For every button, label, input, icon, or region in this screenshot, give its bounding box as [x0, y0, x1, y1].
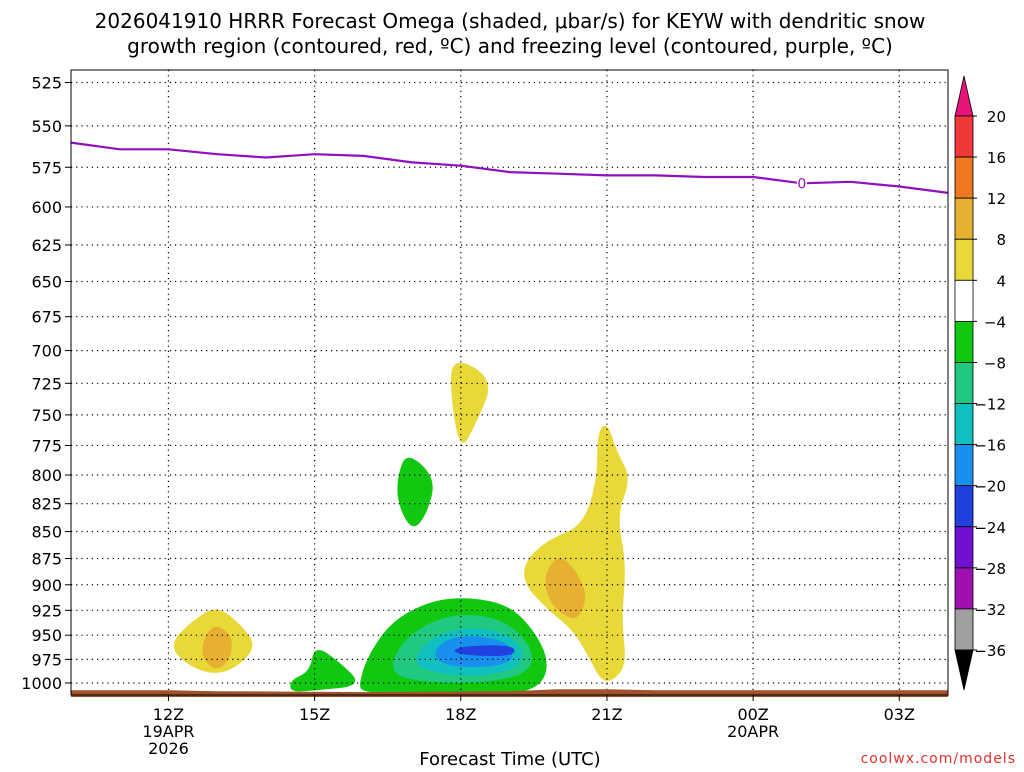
- colorbar-label-11: −28: [974, 560, 1006, 578]
- y-tick-label-725: 725: [31, 374, 62, 393]
- y-tick-label-975: 975: [31, 650, 62, 669]
- omega-region-3: [397, 457, 433, 527]
- colorbar-label-7: −12: [974, 396, 1006, 414]
- x-tick-label-18Z: 18Z: [445, 705, 476, 724]
- omega-shaded-regions: [173, 362, 628, 695]
- x-tick-date-00Z: 20APR: [727, 722, 779, 741]
- credit-text: coolwx.com/models: [861, 751, 1016, 767]
- x-tick-label-03Z: 03Z: [884, 705, 915, 724]
- colorbar-swatch-14: [954, 649, 974, 691]
- colorbar-label-2: 12: [987, 190, 1006, 208]
- colorbar-swatch-11: [954, 526, 974, 569]
- colorbar-swatch-1: [954, 115, 974, 158]
- y-tick-label-875: 875: [31, 550, 62, 569]
- freezing-level-label: 0: [797, 176, 806, 192]
- chart-title-line1: 2026041910 HRRR Forecast Omega (shaded, …: [95, 9, 926, 33]
- y-tick-label-800: 800: [31, 466, 62, 485]
- x-axis-label: Forecast Time (UTC): [419, 749, 600, 768]
- x-tick-year-12Z: 2026: [148, 739, 189, 758]
- colorbar-label-4: 4: [996, 272, 1006, 290]
- freezing-level-contour: 0: [70, 141, 949, 194]
- omega-region-4: [290, 649, 356, 692]
- omega-region-6: [545, 558, 586, 619]
- plot-frame: [70, 69, 949, 696]
- y-tick-label-525: 525: [31, 74, 62, 93]
- y-tick-label-950: 950: [31, 626, 62, 645]
- y-tick-label-550: 550: [31, 117, 62, 136]
- y-tick-label-700: 700: [31, 342, 62, 361]
- colorbar-swatch-4: [954, 238, 974, 281]
- y-tick-label-775: 775: [31, 436, 62, 455]
- y-tick-label-600: 600: [31, 198, 62, 217]
- colorbar-label-1: 16: [987, 149, 1006, 167]
- x-tick-date-12Z: 19APR: [142, 722, 194, 741]
- omega-region-11: [454, 645, 515, 657]
- colorbar-swatch-13: [954, 608, 974, 651]
- chart-title-line2: growth region (contoured, red, ºC) and f…: [127, 34, 893, 58]
- colorbar-label-9: −20: [974, 478, 1006, 496]
- y-tick-label-625: 625: [31, 236, 62, 255]
- omega-region-1: [202, 626, 232, 669]
- colorbar-swatch-3: [954, 197, 974, 240]
- omega-region-5: [524, 425, 628, 681]
- y-tick-label-575: 575: [31, 158, 62, 177]
- x-tick-label-00Z: 00Z: [737, 705, 768, 724]
- y-tick-label-675: 675: [31, 308, 62, 327]
- x-tick-label-15Z: 15Z: [299, 705, 330, 724]
- colorbar-label-0: 20: [987, 108, 1006, 126]
- y-tick-label-650: 650: [31, 273, 62, 292]
- colorbar-label-8: −16: [974, 437, 1006, 455]
- colorbar-swatch-8: [954, 403, 974, 446]
- y-tick-label-1000: 1000: [21, 674, 62, 693]
- colorbar-swatch-7: [954, 362, 974, 404]
- colorbar-label-13: −36: [974, 642, 1006, 660]
- colorbar-swatch-10: [954, 485, 974, 528]
- y-tick-label-825: 825: [31, 495, 62, 514]
- x-tick-label-12Z: 12Z: [153, 705, 184, 724]
- colorbar-label-12: −32: [974, 601, 1006, 619]
- colorbar-swatch-12: [954, 567, 974, 610]
- x-tick-label-21Z: 21Z: [591, 705, 622, 724]
- y-tick-label-925: 925: [31, 601, 62, 620]
- colorbar-label-6: −8: [984, 354, 1006, 372]
- omega-colorbar: 20 16 12 8 4 −4 −8 −12 −16 −20 −24 −28 −32 −36: [954, 75, 1006, 691]
- y-tick-label-850: 850: [31, 523, 62, 542]
- y-axis-pressure-ticks: 525 550 575 600 625 650 675 700 725 750 775 800 825 8…: [21, 74, 71, 693]
- colorbar-label-3: 8: [996, 231, 1006, 249]
- y-tick-label-750: 750: [31, 406, 62, 425]
- colorbar-swatch-6: [954, 320, 974, 363]
- colorbar-label-5: −4: [984, 313, 1006, 331]
- grid-lines: [71, 70, 948, 695]
- colorbar-swatch-5: [954, 279, 974, 322]
- y-tick-label-900: 900: [31, 576, 62, 595]
- colorbar-swatch-2: [954, 156, 974, 199]
- colorbar-label-10: −24: [974, 519, 1006, 537]
- colorbar-swatch-9: [954, 444, 974, 487]
